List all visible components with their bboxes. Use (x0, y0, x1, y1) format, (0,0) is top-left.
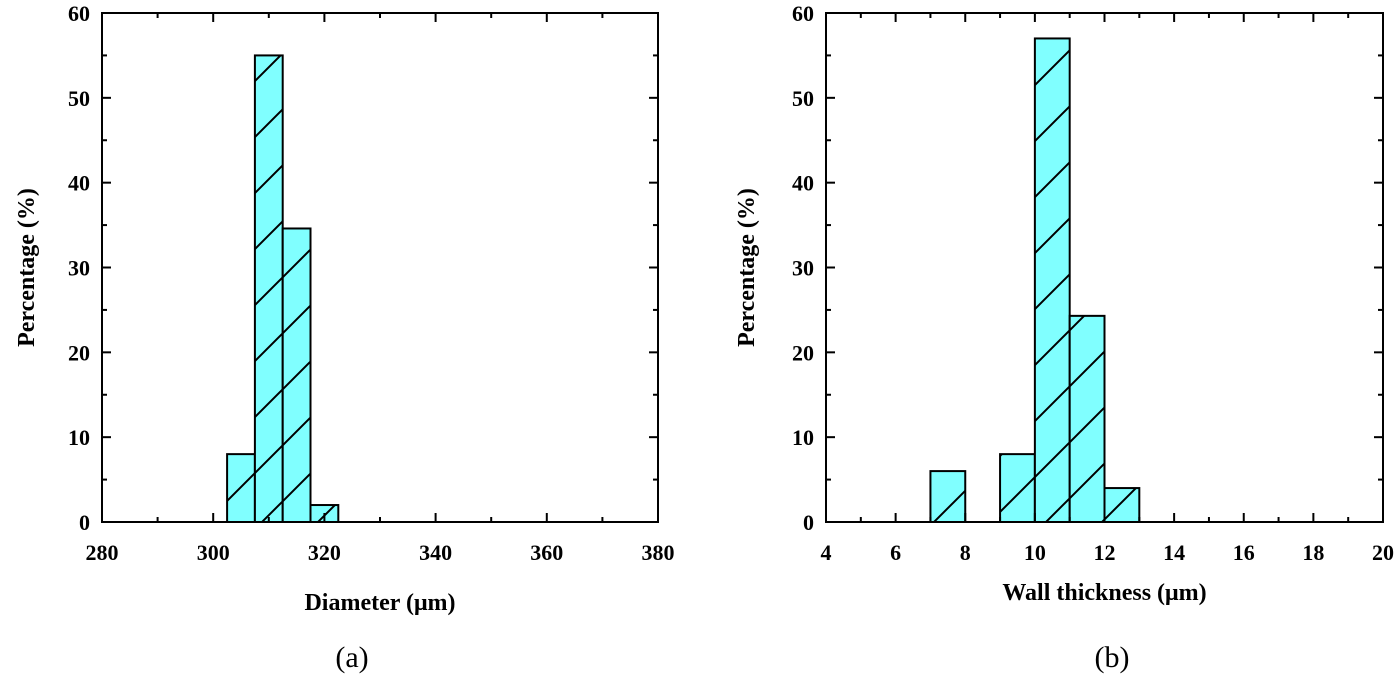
chart-b-y-tick-label: 30 (792, 256, 814, 281)
chart-a-y-tick-label: 40 (68, 171, 90, 196)
chart-a-bar (281, 227, 312, 524)
chart-a-plot-frame (101, 12, 659, 523)
chart-b-y-tick-label: 50 (792, 86, 814, 111)
chart-a-x-tick-label: 280 (86, 540, 119, 565)
chart-b-y-tick-label: 40 (792, 171, 814, 196)
chart-a: 280 300 320 340 360 380 0 10 20 30 40 50 60 Diameter… (14, 1, 675, 674)
chart-a-y-tick-label: 60 (68, 1, 90, 26)
chart-b-bar (929, 470, 967, 524)
chart-a-x-axis-label: Diameter (μm) (304, 590, 455, 616)
chart-a-y-tick-label: 30 (68, 256, 90, 281)
chart-a-bars (226, 54, 340, 524)
chart-a-x-tick-label: 380 (642, 540, 675, 565)
chart-b-bars (929, 37, 1141, 524)
chart-b-caption: (b) (1095, 641, 1130, 674)
chart-b-bar (1068, 314, 1106, 524)
chart-b: 4 6 8 10 12 14 16 18 20 0 10 20 30 40 50 60 Wall thickn… (734, 1, 1394, 674)
chart-a-caption: (a) (335, 641, 368, 674)
chart-b-x-tick-label: 12 (1094, 540, 1116, 565)
chart-b-x-tick-label: 6 (890, 540, 901, 565)
chart-b-y-tick-label: 60 (792, 1, 814, 26)
chart-a-x-tick-label: 340 (419, 540, 452, 565)
chart-b-x-tick-label: 14 (1163, 540, 1185, 565)
chart-b-bar (1033, 37, 1071, 523)
chart-a-ticks: 280 300 320 340 360 380 0 10 20 30 40 50 60 (68, 1, 675, 565)
chart-b-x-tick-label: 18 (1302, 540, 1324, 565)
chart-a-x-tick-label: 320 (308, 540, 341, 565)
chart-b-y-axis-label: Percentage (%) (734, 188, 760, 347)
chart-b-y-tick-label: 10 (792, 425, 814, 450)
chart-a-y-axis-label: Percentage (%) (14, 188, 40, 347)
chart-b-ticks: 4 6 8 10 12 14 16 18 20 0 10 20 30 40 50 60 (792, 1, 1394, 565)
chart-a-y-tick-label: 20 (68, 340, 90, 365)
chart-a-y-tick-label: 50 (68, 86, 90, 111)
chart-b-x-tick-label: 16 (1233, 540, 1255, 565)
chart-b-y-tick-label: 20 (792, 340, 814, 365)
chart-b-y-tick-label: 0 (803, 510, 814, 535)
chart-a-x-tick-label: 360 (530, 540, 563, 565)
chart-b-x-tick-label: 4 (821, 540, 832, 565)
chart-b-bar (999, 453, 1036, 523)
chart-b-x-tick-label: 10 (1024, 540, 1046, 565)
chart-b-x-tick-label: 8 (960, 540, 971, 565)
chart-a-y-tick-label: 0 (79, 510, 90, 535)
chart-a-y-tick-label: 10 (68, 425, 90, 450)
chart-a-bar (226, 453, 256, 523)
chart-a-bar (253, 54, 284, 524)
chart-b-x-axis-label: Wall thickness (μm) (1002, 580, 1206, 606)
chart-b-x-tick-label: 20 (1372, 540, 1394, 565)
chart-b-bar (1103, 487, 1141, 524)
chart-a-x-tick-label: 300 (197, 540, 230, 565)
